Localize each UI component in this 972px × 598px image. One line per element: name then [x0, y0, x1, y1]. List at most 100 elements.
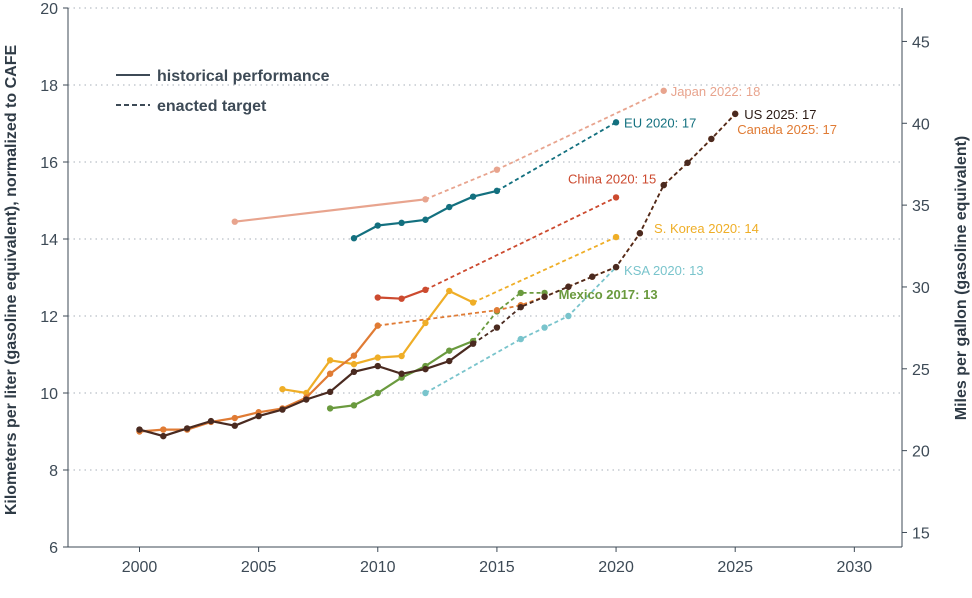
data-point-mexico-2017-13-2016 [517, 289, 524, 297]
data-point-ksa-2020-13-2017 [541, 324, 548, 331]
data-point-us-2025-17-2008 [326, 388, 334, 396]
data-point-s-korea-2020-14-2012 [422, 319, 429, 327]
x-tick-label-2000: 2000 [122, 559, 158, 576]
data-point-s-korea-2020-14-2013 [446, 287, 453, 295]
y2-tick-label-15: 15 [912, 525, 930, 542]
series-label-ksa-2020-13: KSA 2020: 13 [624, 263, 704, 278]
data-point-china-2020-15-2012 [422, 286, 429, 294]
data-point-china-2020-15-2011 [398, 295, 405, 302]
x-tick-label-2025: 2025 [717, 559, 753, 576]
data-point-mexico-2017-13-2013 [446, 347, 453, 354]
data-point-mexico-2017-13-2010 [374, 389, 381, 397]
series-label-canada-2025-17: Canada 2025: 17 [737, 122, 837, 137]
data-point-china-2020-15-2010 [374, 294, 381, 301]
data-point-japan-2022-18-2015 [493, 166, 501, 173]
x-tick-label-2015: 2015 [479, 559, 515, 576]
y2-tick-label-20: 20 [912, 444, 930, 461]
data-point-canada-2025-17-2015 [493, 307, 501, 314]
y-tick-label-18: 18 [40, 78, 58, 95]
data-point-us-2025-17-2015 [493, 324, 501, 331]
legend: historical performance enacted target [116, 68, 330, 115]
data-point-mexico-2017-13-2008 [326, 405, 334, 412]
series-target-line-canada-2025-17 [377, 113, 736, 327]
data-point-us-2025-17-2023 [684, 159, 691, 166]
y2-tick-label-30: 30 [912, 280, 930, 297]
data-point-us-2025-17-2011 [398, 370, 405, 377]
data-point-canada-2025-17-2009 [350, 352, 358, 359]
data-point-eu-2020-17-2011 [398, 219, 405, 227]
data-point-us-2025-17-2005 [255, 412, 262, 420]
y-tick-label-8: 8 [49, 463, 58, 480]
x-tick-label-2010: 2010 [360, 559, 396, 576]
series-target-line-s-korea-2020-14 [472, 236, 617, 304]
series-label-china-2020-15: China 2020: 15 [568, 171, 656, 186]
x-tick-label-2020: 2020 [598, 559, 634, 576]
y-axis-title-right: Miles per gallon (gasoline equivalent) [953, 136, 970, 421]
legend-label-target: enacted target [157, 98, 267, 115]
data-point-canada-2025-17-2001 [160, 426, 167, 433]
data-point-ksa-2020-13-2012 [422, 389, 429, 397]
series-group [136, 87, 739, 440]
data-point-ksa-2020-13-2018 [565, 312, 572, 320]
data-point-canada-2025-17-2008 [326, 370, 334, 377]
data-point-us-2025-17-2006 [279, 406, 286, 413]
y2-tick-label-45: 45 [912, 34, 930, 51]
data-point-s-korea-2020-14-2014 [469, 299, 477, 306]
data-point-us-2025-17-2001 [160, 432, 167, 440]
y2-tick-label-40: 40 [912, 116, 930, 133]
y-tick-label-20: 20 [40, 1, 58, 18]
series-target-line-us-2025-17 [472, 113, 736, 345]
data-point-us-2025-17-2004 [231, 422, 238, 429]
data-point-eu-2020-17-2009 [350, 235, 358, 242]
series-historical-line-s-korea-2020-14 [282, 289, 474, 395]
gridlines [68, 7, 902, 471]
y2-tick-label-25: 25 [912, 362, 930, 379]
data-point-us-2025-17-2019 [589, 273, 596, 280]
y-axis-title-left: Kilometers per liter (gasoline equivalen… [3, 45, 20, 516]
data-point-us-2025-17-2016 [517, 303, 524, 311]
data-point-eu-2020-17-2010 [374, 222, 381, 229]
data-point-japan-2022-18-2012 [422, 196, 429, 203]
data-point-us-2025-17-2007 [303, 396, 310, 403]
series-labels: Japan 2022: 18 EU 2020: 17 China 2020: 15 S… [559, 84, 837, 302]
y-tick-label-14: 14 [40, 232, 58, 249]
data-point-s-korea-2020-14-2011 [398, 352, 405, 360]
data-point-japan-2022-18-2022 [660, 87, 667, 94]
series-target-line-eu-2020-17 [496, 121, 617, 192]
data-point-s-korea-2020-14-2006 [279, 385, 286, 393]
data-point-canada-2025-17-2010 [374, 322, 381, 329]
series-label-s-korea-2020-14: S. Korea 2020: 14 [654, 221, 759, 236]
data-point-us-2025-17-2020 [612, 263, 620, 271]
data-point-ksa-2020-13-2016 [517, 335, 524, 343]
series-historical-line-japan-2022-18 [234, 198, 426, 223]
series-label-us-2025-17: US 2025: 17 [744, 107, 816, 122]
data-point-us-2025-17-2025 [732, 110, 739, 118]
data-point-us-2025-17-2017 [541, 293, 548, 300]
data-point-us-2025-17-2012 [422, 365, 429, 373]
data-point-us-2025-17-2010 [374, 362, 381, 370]
data-point-us-2025-17-2003 [207, 417, 215, 425]
series-target-line-china-2020-15 [425, 196, 617, 291]
data-point-mexico-2017-13-2009 [350, 402, 358, 409]
data-point-japan-2022-18-2004 [231, 218, 238, 225]
legend-label-historical: historical performance [157, 68, 330, 85]
series-target-line-mexico-2017-13 [472, 291, 545, 342]
data-point-us-2025-17-2009 [350, 368, 358, 376]
data-point-us-2025-17-2014 [469, 340, 477, 347]
data-point-us-2025-17-2013 [446, 357, 453, 365]
data-point-eu-2020-17-2014 [469, 193, 477, 200]
data-point-s-korea-2020-14-2008 [326, 357, 334, 364]
y2-tick-label-35: 35 [912, 198, 930, 215]
data-point-s-korea-2020-14-2020 [612, 233, 620, 241]
series-label-mexico-2017-13: Mexico 2017: 13 [559, 287, 658, 302]
data-point-eu-2020-17-2020 [612, 119, 620, 126]
data-point-us-2025-17-2000 [136, 426, 143, 433]
data-point-eu-2020-17-2013 [446, 203, 453, 211]
data-point-us-2025-17-2002 [183, 425, 191, 432]
x-tick-label-2005: 2005 [241, 559, 277, 576]
data-point-eu-2020-17-2015 [493, 187, 501, 195]
y-tick-label-10: 10 [40, 386, 58, 403]
y-tick-label-6: 6 [49, 540, 58, 557]
